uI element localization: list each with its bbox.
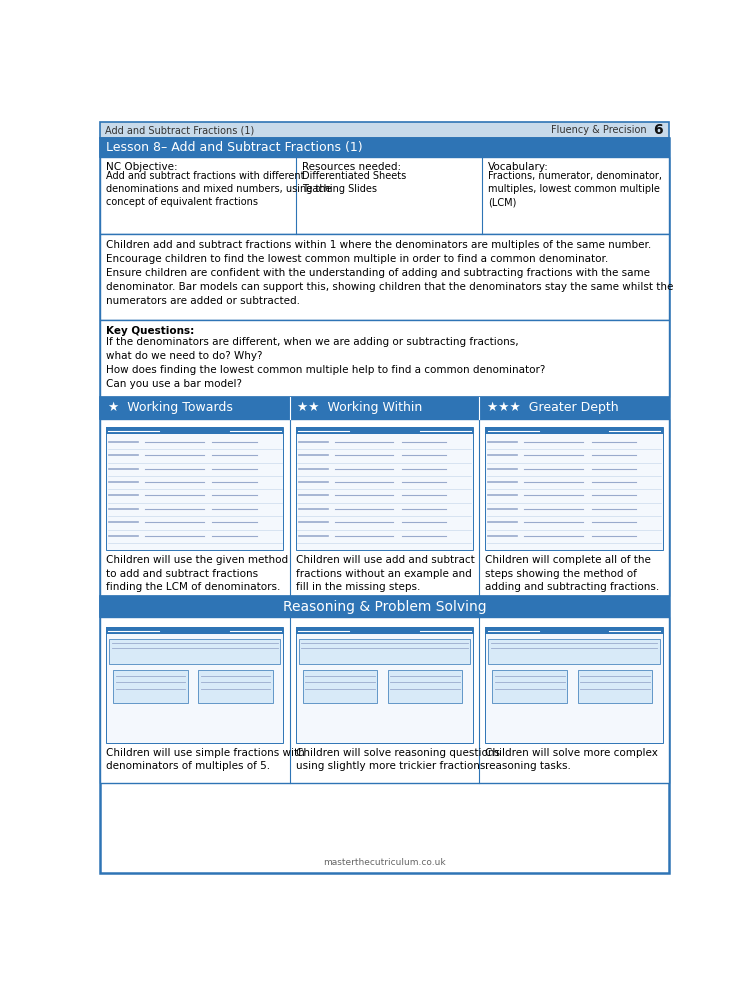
FancyBboxPatch shape (493, 670, 567, 703)
Text: Resources needed:: Resources needed: (302, 162, 401, 172)
FancyBboxPatch shape (100, 138, 669, 873)
FancyBboxPatch shape (113, 670, 188, 703)
Text: Reasoning & Problem Solving: Reasoning & Problem Solving (283, 600, 486, 614)
Text: Key Questions:: Key Questions: (106, 326, 194, 336)
Text: Add and Subtract Fractions (1): Add and Subtract Fractions (1) (104, 125, 254, 135)
Text: Children will solve more complex
reasoning tasks.: Children will solve more complex reasoni… (485, 748, 658, 771)
FancyBboxPatch shape (100, 157, 669, 234)
Text: Children will use add and subtract
fractions without an example and
fill in the : Children will use add and subtract fract… (296, 555, 475, 592)
FancyBboxPatch shape (578, 670, 652, 703)
FancyBboxPatch shape (485, 627, 662, 634)
FancyBboxPatch shape (485, 427, 662, 550)
Text: Children will complete all of the
steps showing the method of
adding and subtrac: Children will complete all of the steps … (485, 555, 660, 592)
FancyBboxPatch shape (106, 427, 284, 550)
Text: ★  Working Towards: ★ Working Towards (108, 401, 232, 414)
Text: Differentiated Sheets
Teaching Slides: Differentiated Sheets Teaching Slides (302, 171, 406, 194)
Text: Fractions, numerator, denominator,
multiples, lowest common multiple
(LCM): Fractions, numerator, denominator, multi… (488, 171, 662, 207)
FancyBboxPatch shape (100, 617, 669, 783)
FancyBboxPatch shape (485, 627, 662, 743)
FancyBboxPatch shape (100, 596, 669, 617)
Text: Children will use the given method
to add and subtract fractions
finding the LCM: Children will use the given method to ad… (106, 555, 288, 592)
FancyBboxPatch shape (296, 627, 473, 634)
FancyBboxPatch shape (100, 138, 669, 157)
FancyBboxPatch shape (296, 427, 473, 434)
Text: If the denominators are different, when we are adding or subtracting fractions,
: If the denominators are different, when … (106, 337, 545, 389)
FancyBboxPatch shape (198, 670, 273, 703)
Text: ★★★  Greater Depth: ★★★ Greater Depth (487, 401, 619, 414)
Text: Fluency & Precision: Fluency & Precision (551, 125, 646, 135)
Text: Vocabulary:: Vocabulary: (488, 162, 549, 172)
FancyBboxPatch shape (106, 627, 284, 634)
FancyBboxPatch shape (100, 419, 669, 596)
FancyBboxPatch shape (106, 627, 284, 743)
FancyBboxPatch shape (106, 427, 284, 434)
FancyBboxPatch shape (303, 670, 377, 703)
Text: NC Objective:: NC Objective: (106, 162, 178, 172)
Text: Add and subtract fractions with different
denominations and mixed numbers, using: Add and subtract fractions with differen… (106, 171, 332, 207)
Text: Children add and subtract fractions within 1 where the denominators are multiple: Children add and subtract fractions with… (106, 240, 674, 306)
FancyBboxPatch shape (110, 639, 280, 664)
FancyBboxPatch shape (388, 670, 462, 703)
FancyBboxPatch shape (296, 427, 473, 550)
Text: ★★  Working Within: ★★ Working Within (297, 401, 422, 414)
Text: masterthecutriculum.co.uk: masterthecutriculum.co.uk (323, 858, 446, 867)
Text: Children will use simple fractions with
denominators of multiples of 5.: Children will use simple fractions with … (106, 748, 305, 771)
Text: Children will solve reasoning questions
using slightly more trickier fractions.: Children will solve reasoning questions … (296, 748, 500, 771)
FancyBboxPatch shape (100, 320, 669, 397)
FancyBboxPatch shape (485, 427, 662, 434)
FancyBboxPatch shape (296, 627, 473, 743)
Text: Lesson 8– Add and Subtract Fractions (1): Lesson 8– Add and Subtract Fractions (1) (106, 141, 363, 154)
Text: 6: 6 (653, 123, 663, 137)
FancyBboxPatch shape (100, 122, 669, 138)
FancyBboxPatch shape (298, 639, 470, 664)
FancyBboxPatch shape (488, 639, 659, 664)
FancyBboxPatch shape (100, 234, 669, 320)
FancyBboxPatch shape (100, 397, 669, 419)
